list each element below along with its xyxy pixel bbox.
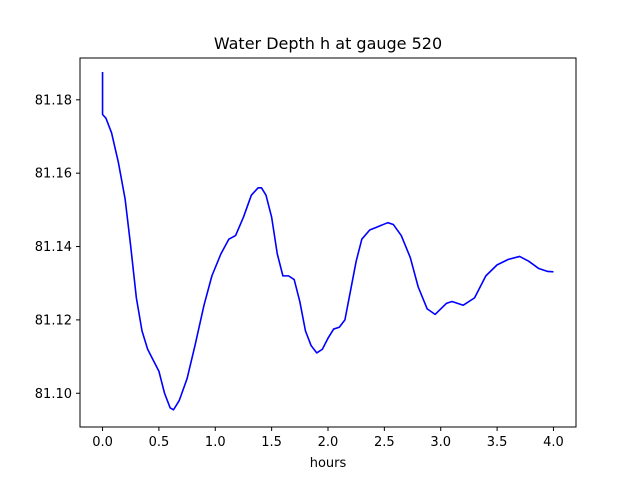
x-axis-label: hours bbox=[310, 456, 347, 471]
x-tick-label: 1.5 bbox=[261, 435, 282, 450]
y-tick-label: 81.14 bbox=[35, 240, 72, 255]
x-tick-label: 3.0 bbox=[430, 435, 451, 450]
x-tick-label: 4.0 bbox=[543, 435, 564, 450]
y-tick-label: 81.12 bbox=[35, 313, 72, 328]
y-tick-label: 81.18 bbox=[35, 93, 72, 108]
x-tick-label: 0.5 bbox=[149, 435, 170, 450]
series-line bbox=[101, 71, 554, 411]
y-tick-label: 81.10 bbox=[35, 387, 72, 402]
plot-area bbox=[79, 57, 577, 428]
y-axis: 81.10 81.12 81.14 81.16 81.18 bbox=[35, 93, 80, 402]
x-tick-label: 0.0 bbox=[92, 435, 113, 450]
x-tick-label: 1.0 bbox=[205, 435, 226, 450]
x-tick-label: 2.5 bbox=[374, 435, 395, 450]
chart-title: Water Depth h at gauge 520 bbox=[214, 34, 442, 53]
axes-frame bbox=[79, 57, 577, 428]
x-tick-label: 2.0 bbox=[318, 435, 339, 450]
x-tick-label: 3.5 bbox=[487, 435, 508, 450]
y-tick-label: 81.16 bbox=[35, 167, 72, 182]
x-axis: 0.0 0.5 1.0 1.5 2.0 2.5 3.0 3.5 4.0 bbox=[92, 427, 564, 450]
